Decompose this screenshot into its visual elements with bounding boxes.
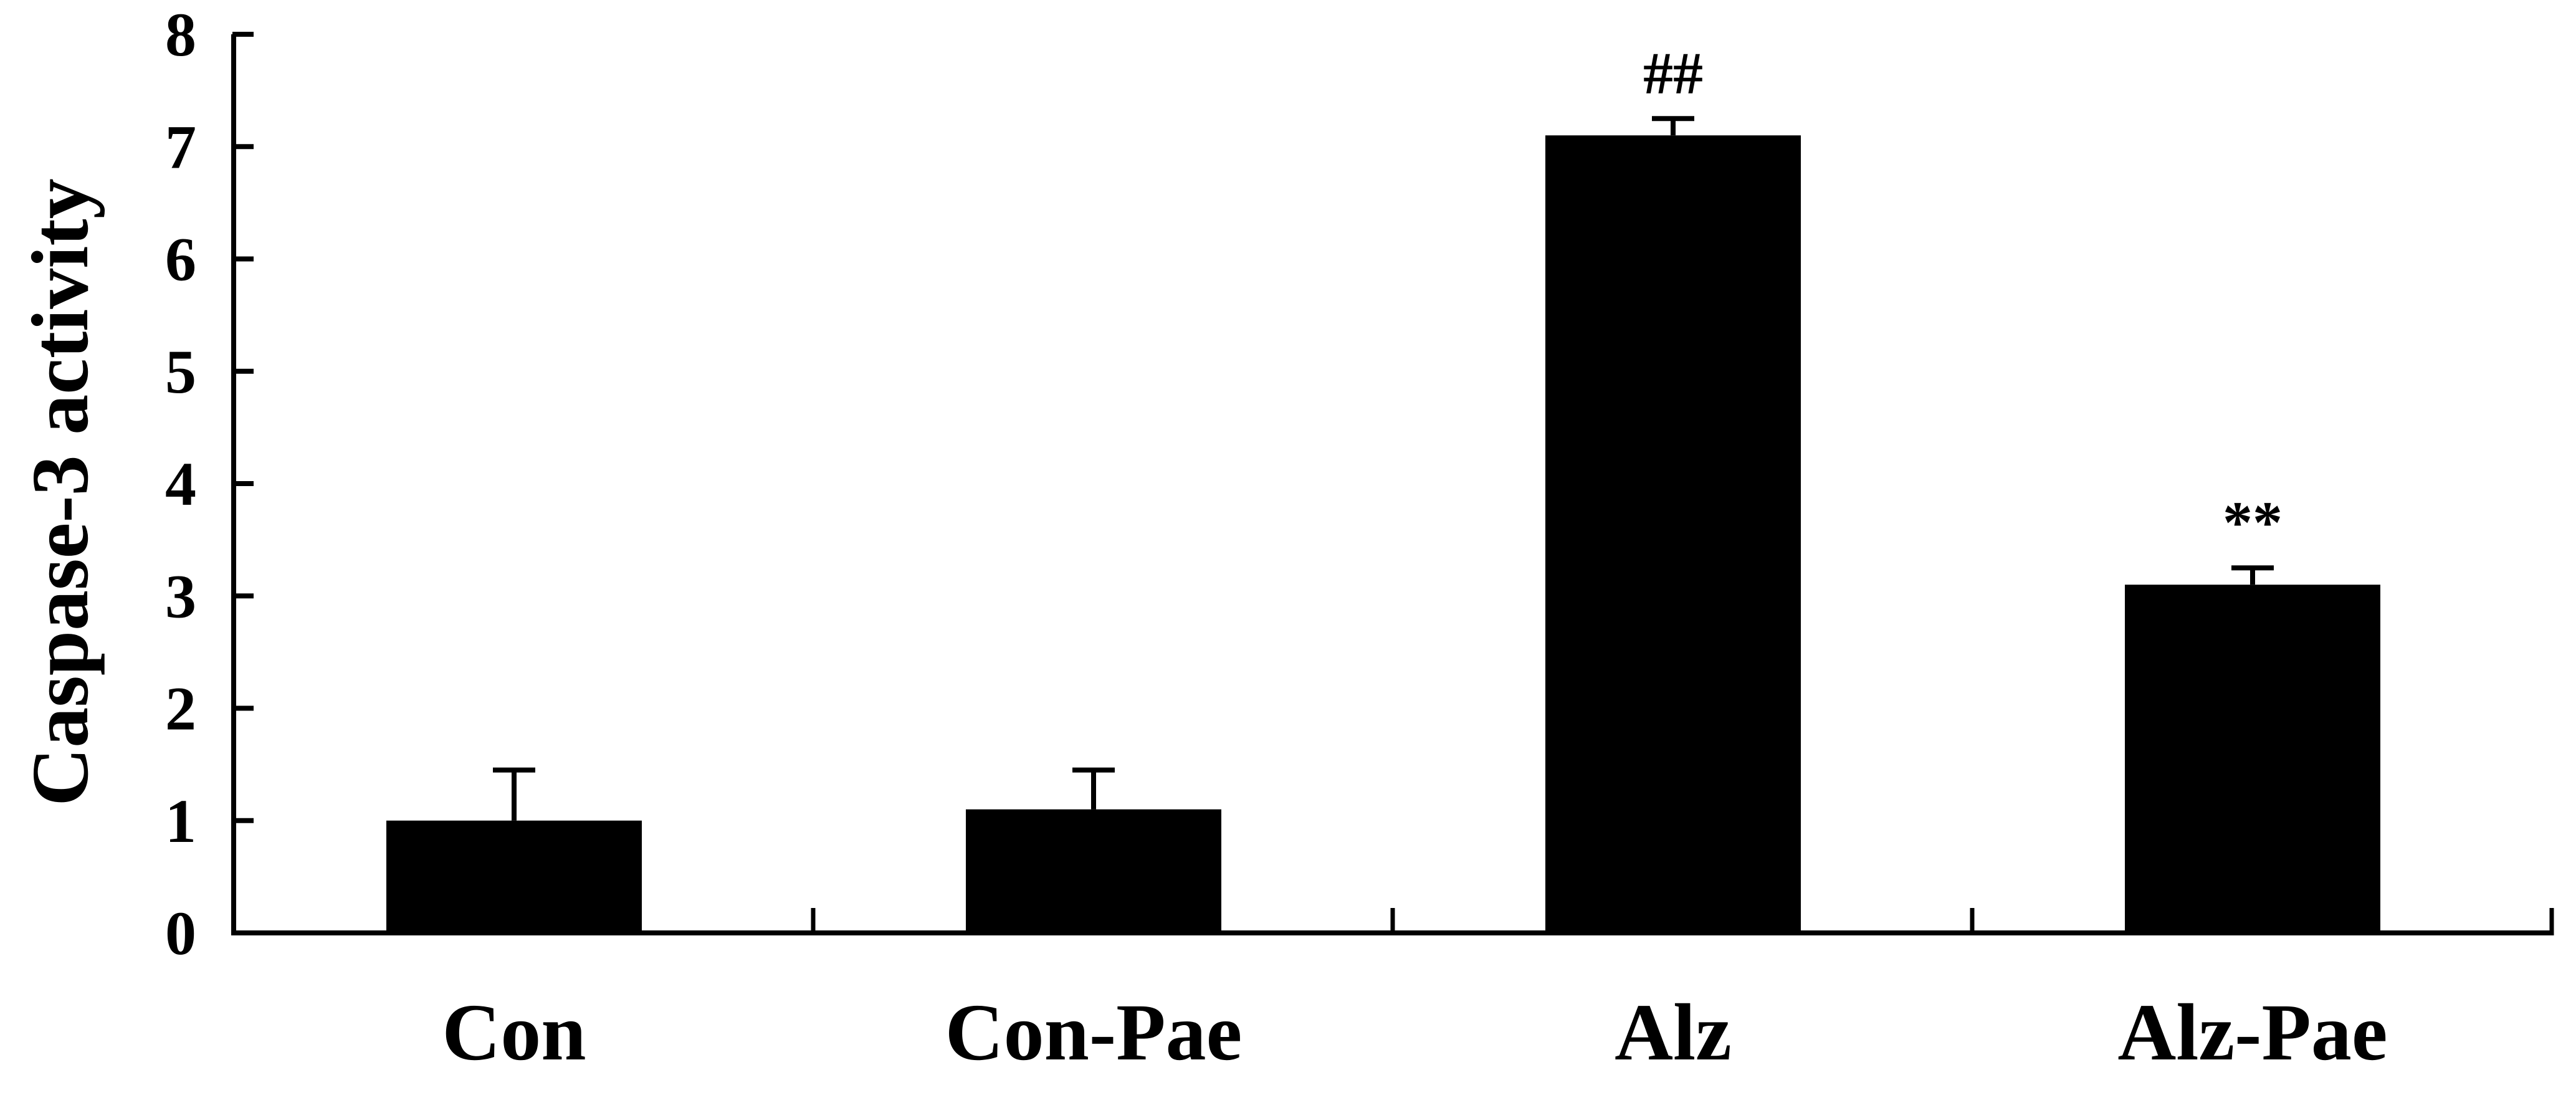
x-tick-label: Con-Pae xyxy=(945,988,1243,1077)
y-tick-label: 6 xyxy=(165,225,196,294)
bar xyxy=(2125,585,2380,933)
y-tick-label: 8 xyxy=(165,0,196,69)
x-tick-label: Alz-Pae xyxy=(2117,988,2387,1077)
x-tick-label: Con xyxy=(442,988,586,1077)
y-tick-label: 7 xyxy=(165,112,196,181)
y-tick-label: 4 xyxy=(165,449,196,518)
y-axis-title: Caspase-3 activity xyxy=(16,178,105,806)
significance-marker: ## xyxy=(1643,40,1703,107)
y-tick-label: 3 xyxy=(165,561,196,631)
y-tick-label: 0 xyxy=(165,899,196,968)
y-tick-label: 5 xyxy=(165,337,196,406)
y-tick-label: 2 xyxy=(165,674,196,743)
y-tick-label: 1 xyxy=(165,786,196,856)
bar xyxy=(386,820,642,933)
significance-marker: ** xyxy=(2223,489,2283,556)
bar xyxy=(1545,135,1801,934)
bar xyxy=(966,809,1221,933)
x-tick-label: Alz xyxy=(1615,988,1732,1077)
